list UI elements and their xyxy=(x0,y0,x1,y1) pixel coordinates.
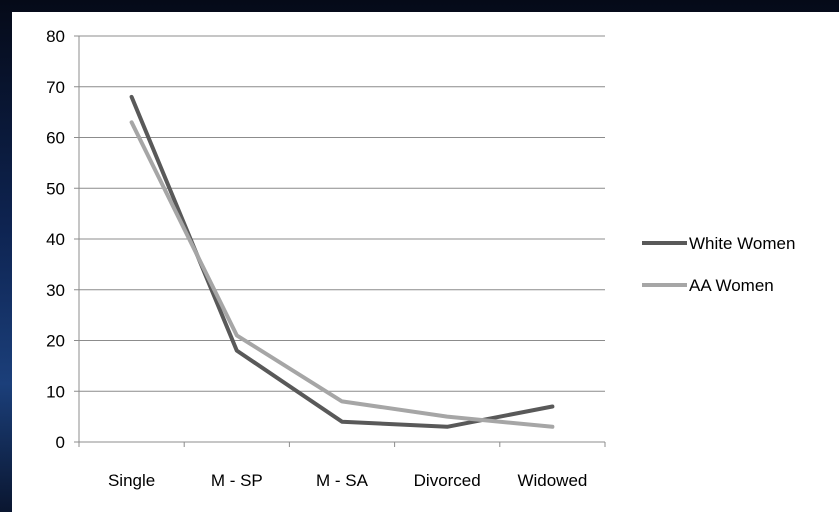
y-tick-label: 50 xyxy=(46,179,65,198)
gridlines xyxy=(79,35,605,392)
axes: 0 10 20 30 40 50 60 70 80 Single M - SP M - SA Divor… xyxy=(46,27,606,490)
x-tick-label: Divorced xyxy=(414,471,481,490)
y-tick-label: 30 xyxy=(46,281,65,300)
x-tick-label: Single xyxy=(108,471,155,490)
x-tick-label: Widowed xyxy=(517,471,587,490)
y-tick-label: 0 xyxy=(56,433,65,452)
line-chart: 0 10 20 30 40 50 60 70 80 Single M - SP M - SA Divor… xyxy=(46,27,795,490)
y-tick-label: 70 xyxy=(46,78,65,97)
y-tick-label: 10 xyxy=(46,382,65,401)
legend-label: AA Women xyxy=(689,276,774,295)
y-tick-label: 80 xyxy=(46,27,65,46)
legend: White Women AA Women xyxy=(642,234,795,295)
x-tick-label: M - SP xyxy=(211,471,263,490)
y-tick-label: 60 xyxy=(46,129,65,148)
y-tick-label: 20 xyxy=(46,332,65,351)
series-lines xyxy=(129,94,555,429)
legend-label: White Women xyxy=(689,234,795,253)
series-line-aa-women xyxy=(129,120,555,429)
x-tick-label: M - SA xyxy=(316,471,369,490)
chart-panel: 0 10 20 30 40 50 60 70 80 Single M - SP M - SA Divor… xyxy=(12,12,839,512)
y-tick-label: 40 xyxy=(46,230,65,249)
series-line-white-women xyxy=(129,94,555,429)
